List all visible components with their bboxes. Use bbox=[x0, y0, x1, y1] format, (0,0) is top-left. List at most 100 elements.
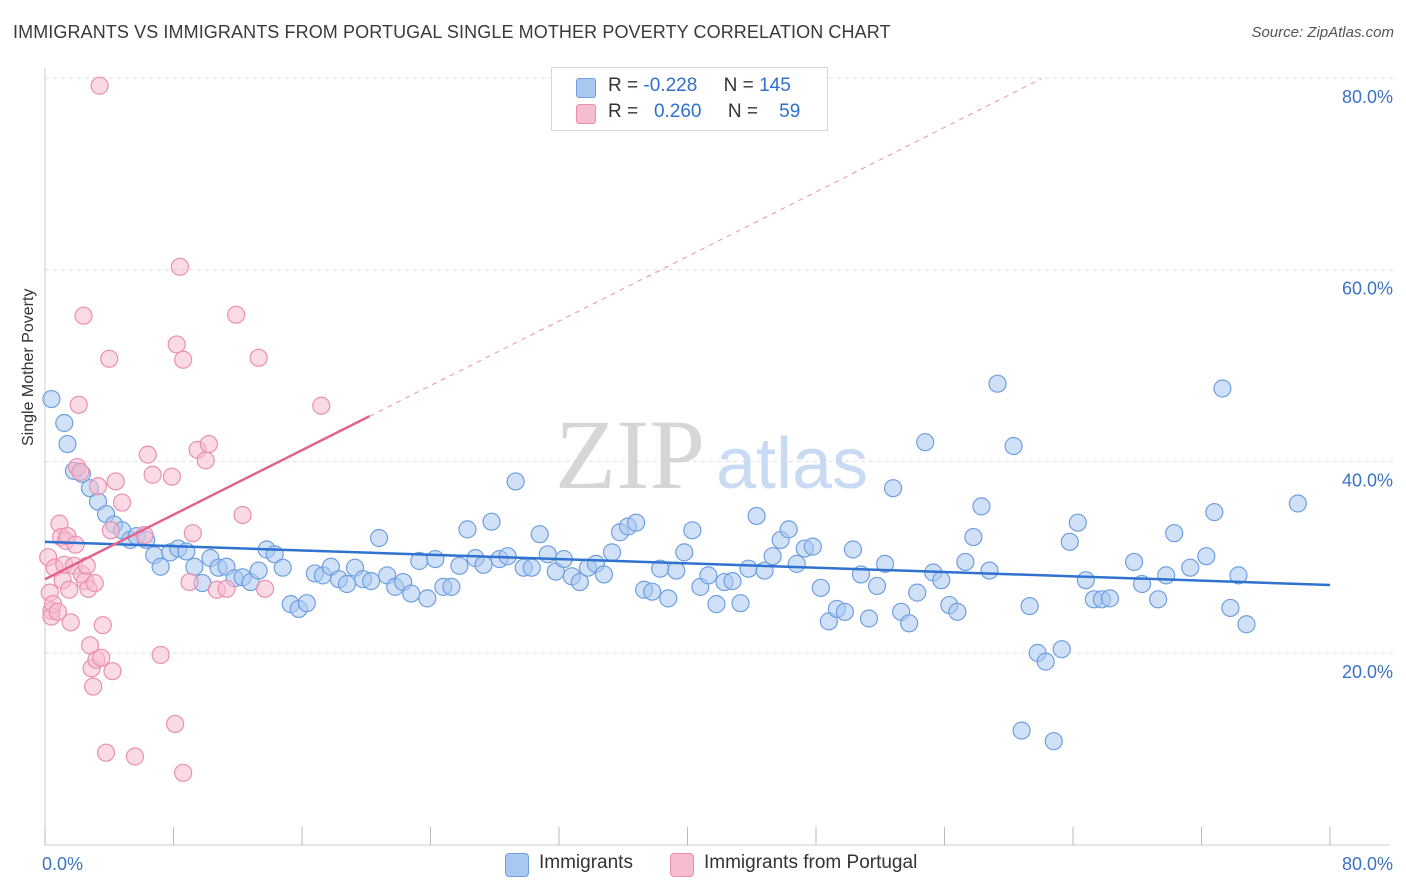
immigrants-point bbox=[948, 602, 967, 621]
immigrants-point bbox=[1165, 524, 1184, 543]
immigrants-point bbox=[482, 512, 501, 531]
immigrants-point bbox=[1060, 532, 1079, 551]
legend-r-value: -0.228 bbox=[643, 75, 698, 96]
portugal-point bbox=[101, 521, 120, 540]
portugal-point bbox=[66, 535, 85, 554]
immigrants-point bbox=[763, 547, 782, 566]
legend-swatch-blue bbox=[576, 78, 596, 98]
immigrants-point bbox=[659, 589, 678, 608]
portugal-point bbox=[92, 648, 111, 667]
immigrants-point bbox=[1036, 652, 1055, 671]
immigrants-point bbox=[900, 614, 919, 633]
immigrants-point bbox=[675, 543, 694, 562]
portugal-point bbox=[183, 524, 202, 543]
legend-r-label: R = bbox=[608, 101, 639, 122]
portugal-point bbox=[167, 335, 186, 354]
immigrants-point bbox=[249, 561, 268, 580]
immigrants-point bbox=[361, 572, 381, 591]
portugal-point bbox=[106, 472, 125, 491]
immigrants-point bbox=[835, 602, 855, 621]
immigrants-point bbox=[932, 571, 951, 590]
immigrants-point bbox=[843, 540, 863, 559]
tick-labels: 20.0% 40.0% 60.0% 80.0% 0.0% 80.0% bbox=[42, 87, 1393, 874]
immigrants-point bbox=[699, 566, 718, 585]
portugal-point bbox=[138, 445, 157, 464]
immigrants-point bbox=[731, 594, 750, 613]
portugal-point bbox=[100, 349, 119, 368]
portugal-point bbox=[112, 493, 132, 512]
immigrants-point bbox=[538, 545, 557, 564]
legend-n-label: N = bbox=[723, 75, 754, 96]
portugal-point bbox=[96, 743, 116, 762]
portugal-point bbox=[151, 645, 170, 665]
portugal-point bbox=[90, 76, 109, 95]
immigrants-point bbox=[273, 558, 292, 577]
immigrants-point bbox=[1076, 571, 1095, 590]
immigrants-point bbox=[1213, 379, 1232, 398]
immigrants-point bbox=[474, 555, 493, 574]
watermark-atlas: atlas bbox=[716, 424, 868, 504]
immigrants-point bbox=[1205, 503, 1224, 522]
portugal-point bbox=[312, 396, 331, 415]
portugal-point bbox=[233, 505, 252, 525]
immigrants-point bbox=[988, 374, 1007, 393]
portugal-point bbox=[174, 763, 193, 782]
immigrants-point bbox=[747, 506, 766, 526]
immigrants-point bbox=[980, 561, 999, 580]
immigrants-point bbox=[530, 525, 549, 544]
immigrants-point bbox=[522, 558, 541, 577]
immigrants-point bbox=[707, 595, 726, 614]
portugal-point bbox=[196, 451, 215, 470]
chart-title: IMMIGRANTS VS IMMIGRANTS FROM PORTUGAL S… bbox=[13, 22, 891, 42]
immigrants-point bbox=[418, 589, 437, 608]
portugal-point bbox=[88, 477, 108, 496]
series-legend: Immigrants Immigrants from Portugal bbox=[0, 852, 1406, 878]
portugal-point bbox=[103, 662, 122, 681]
portugal-point bbox=[143, 465, 162, 484]
portugal-point bbox=[199, 434, 218, 454]
immigrants-point bbox=[1157, 566, 1176, 585]
portugal-trendline bbox=[44, 415, 371, 581]
immigrants-point bbox=[570, 572, 589, 592]
series-immigrants-from-portugal bbox=[39, 76, 331, 782]
immigrants-point bbox=[151, 557, 170, 576]
immigrants-point bbox=[916, 433, 935, 452]
portugal-point bbox=[166, 714, 185, 734]
immigrants-point bbox=[1197, 547, 1216, 566]
portugal-point bbox=[59, 580, 79, 599]
y-tick-label: 40.0% bbox=[1342, 470, 1393, 490]
legend-r-label: R = bbox=[608, 75, 639, 96]
immigrants-point bbox=[667, 561, 686, 580]
immigrants-point bbox=[1044, 732, 1063, 751]
trendlines bbox=[44, 78, 1331, 587]
immigrants-point bbox=[723, 572, 742, 591]
watermark: ZIP atlas bbox=[555, 399, 868, 510]
portugal-point bbox=[85, 573, 104, 593]
x-tick-label-max: 80.0% bbox=[1342, 854, 1393, 874]
immigrants-point bbox=[602, 543, 622, 562]
source-credit: Source: ZipAtlas.com bbox=[1251, 24, 1394, 41]
portugal-point bbox=[174, 350, 193, 369]
immigrants-point bbox=[297, 594, 316, 613]
series-immigrants bbox=[42, 374, 1307, 751]
portugal-point bbox=[69, 395, 88, 414]
legend-swatch-portugal bbox=[670, 853, 694, 877]
immigrants-point bbox=[1124, 552, 1144, 572]
immigrants-point bbox=[739, 559, 758, 578]
correlation-legend: R = -0.228 N = 145 R = 0.260 N = 59 bbox=[551, 67, 828, 131]
immigrants-point bbox=[683, 521, 702, 540]
legend-label-portugal: Immigrants from Portugal bbox=[704, 852, 918, 873]
legend-swatch-immigrants bbox=[505, 853, 529, 877]
immigrants-point bbox=[426, 549, 445, 569]
legend-n-value: 145 bbox=[759, 75, 791, 96]
immigrants-point bbox=[787, 554, 806, 573]
portugal-point bbox=[125, 747, 145, 766]
x-tick-label-min: 0.0% bbox=[42, 854, 83, 874]
immigrants-point bbox=[1149, 590, 1168, 609]
immigrants-point bbox=[803, 537, 822, 556]
immigrants-point bbox=[337, 574, 357, 594]
portugal-point bbox=[61, 613, 80, 632]
immigrants-point bbox=[779, 520, 798, 539]
immigrants-point bbox=[185, 557, 204, 576]
